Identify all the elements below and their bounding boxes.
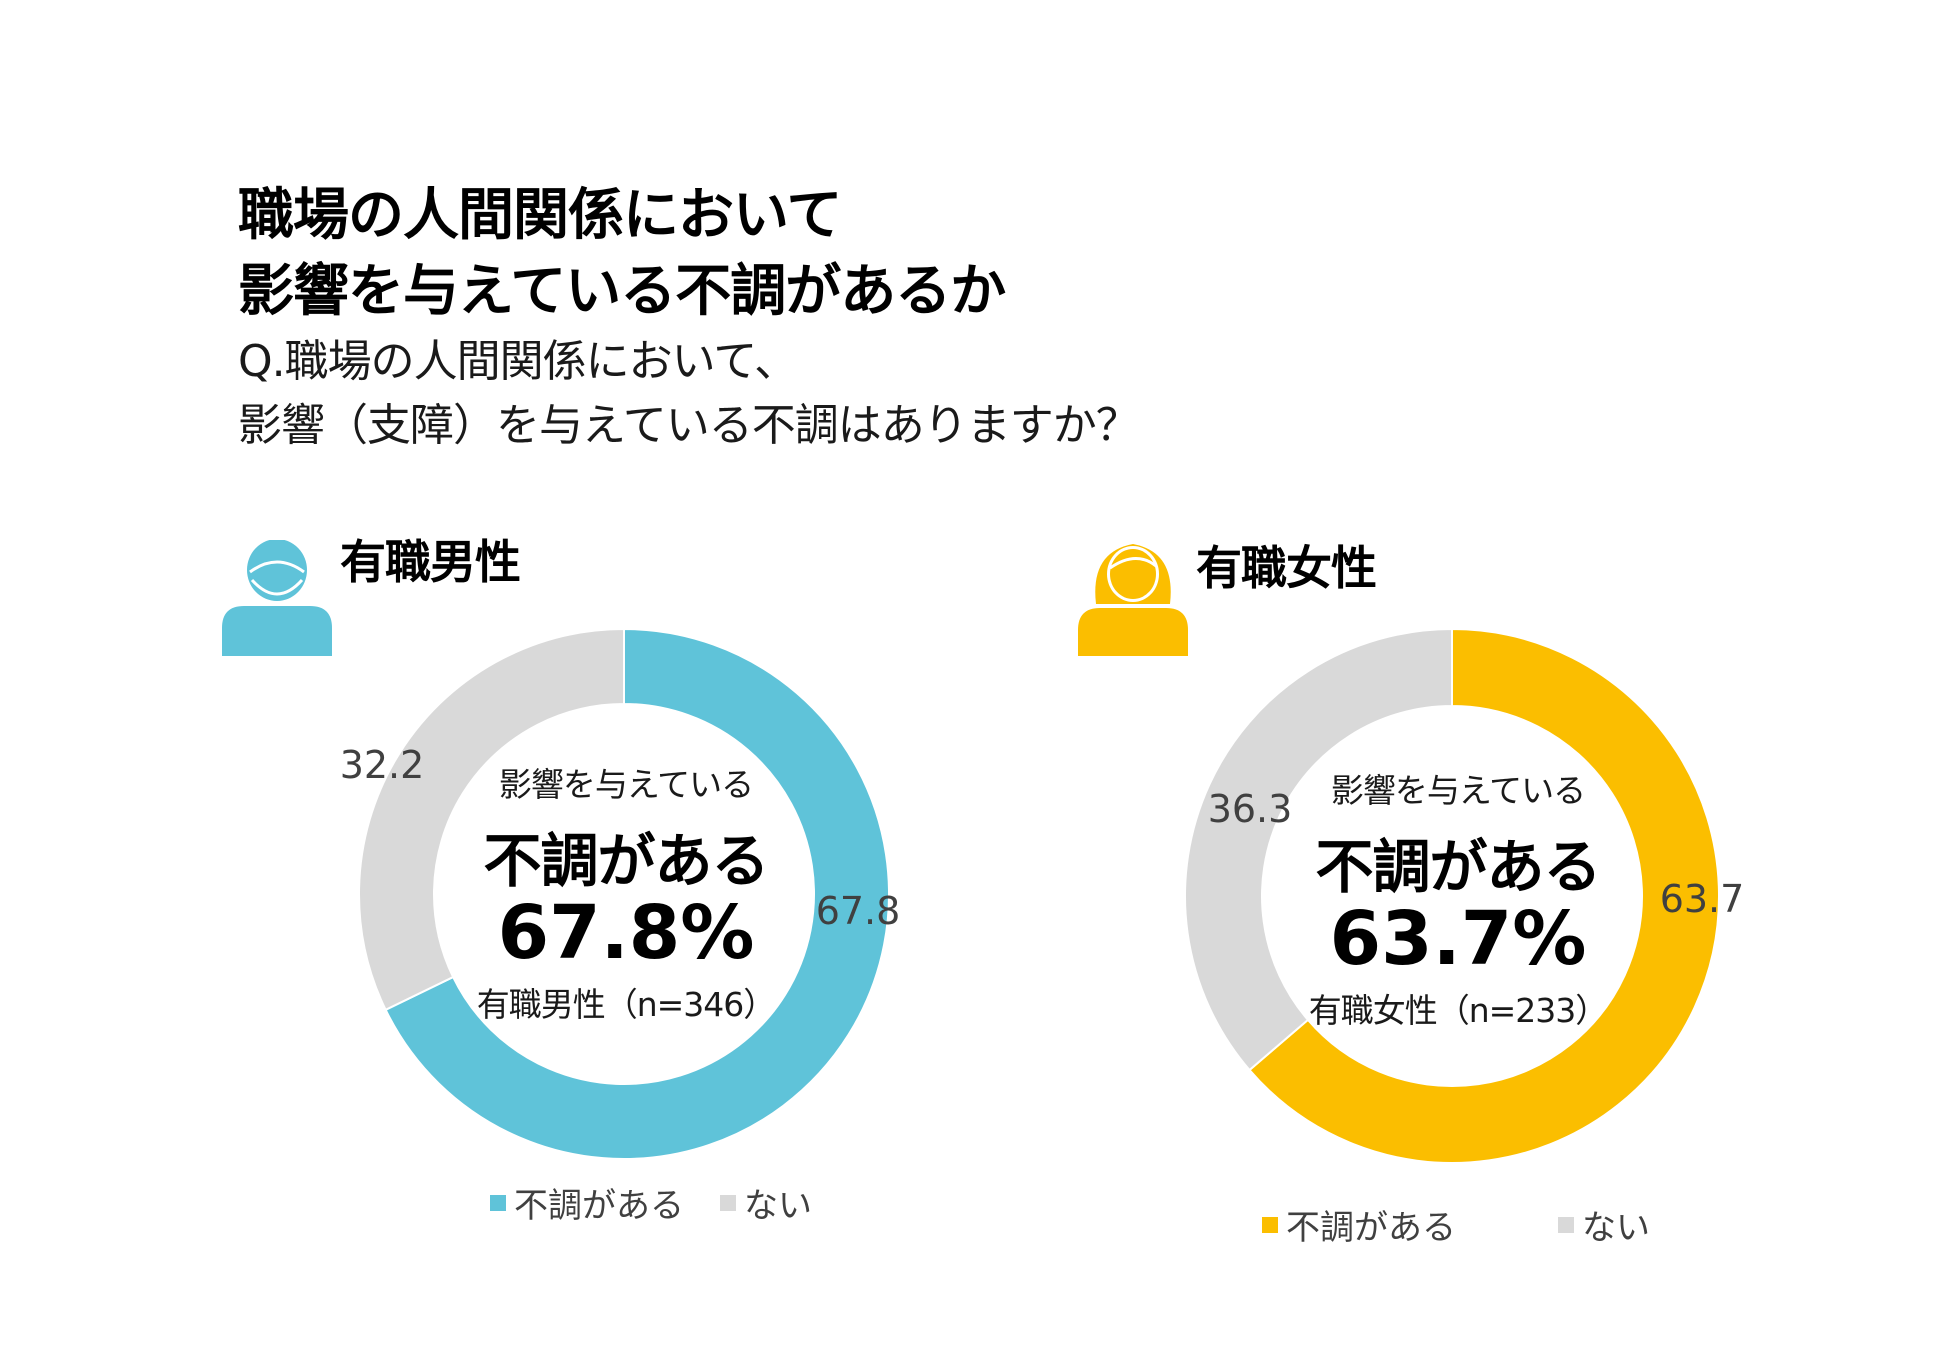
male-center-line1: 影響を与えている (498, 765, 754, 804)
female-legend-yes: 不調がある (1262, 1200, 1456, 1249)
female-legend-no: ない (1558, 1200, 1650, 1249)
male-panel-label: 有職男性 (340, 535, 521, 589)
male-data-label-yes: 67.8 (816, 889, 901, 933)
male-center-sample: 有職男性（n=346） (476, 985, 777, 1024)
male-legend-no-label: ない (744, 1186, 812, 1226)
title-line-2: 影響を与えている不調があるか (238, 259, 1006, 324)
female-data-label-no: 36.3 (1208, 787, 1293, 831)
female-center-sample: 有職女性（n=233） (1308, 991, 1609, 1030)
female-legend-no-swatch (1558, 1216, 1574, 1233)
female-legend-yes-label: 不調がある (1286, 1208, 1456, 1248)
female-person-icon (1078, 544, 1188, 656)
male-legend-yes-swatch (490, 1194, 506, 1211)
female-legend-no-label: ない (1582, 1208, 1650, 1248)
page-title: 職場の人間関係において 影響を与えている不調があるか (238, 178, 1006, 330)
female-slice-no (1184, 627, 1453, 1072)
female-donut-chart: 63.7 36.3 (1184, 627, 1744, 1164)
male-slice-yes (384, 627, 890, 1160)
male-data-label-no: 32.2 (340, 743, 425, 787)
question-text: Q.職場の人間関係において、 影響（支障）を与えている不調はありますか？ (238, 330, 1140, 458)
male-legend-no-swatch (720, 1194, 736, 1211)
female-legend-yes-swatch (1262, 1216, 1278, 1233)
female-center-line1: 影響を与えている (1330, 771, 1586, 810)
female-center-value: 63.7% (1329, 896, 1587, 982)
female-panel-label: 有職女性 (1196, 541, 1377, 595)
male-center-value: 67.8% (497, 890, 755, 976)
male-slice-no (358, 627, 625, 1012)
female-data-label-yes: 63.7 (1660, 877, 1745, 921)
female-center-label: 影響を与えている 不調がある 63.7% 有職女性（n=233） (1292, 764, 1624, 1032)
male-center-line2: 不調がある (483, 827, 769, 895)
female-legend: 不調がある ない (1262, 1200, 1650, 1249)
question-line-2: 影響（支障）を与えている不調はありますか？ (238, 400, 1140, 451)
male-person-icon (222, 540, 332, 656)
female-slice-yes (1248, 627, 1720, 1164)
male-center-label: 影響を与えている 不調がある 67.8% 有職男性（n=346） (460, 758, 792, 1026)
male-legend-yes-label: 不調がある (514, 1186, 684, 1226)
question-line-1: Q.職場の人間関係において、 (238, 336, 798, 387)
female-center-line2: 不調がある (1315, 833, 1601, 901)
male-donut-chart: 67.8 32.2 (340, 627, 900, 1160)
male-legend: 不調がある ない (490, 1178, 812, 1227)
male-legend-yes: 不調がある (490, 1178, 684, 1227)
male-legend-no: ない (720, 1178, 812, 1227)
title-line-1: 職場の人間関係において (238, 183, 842, 248)
